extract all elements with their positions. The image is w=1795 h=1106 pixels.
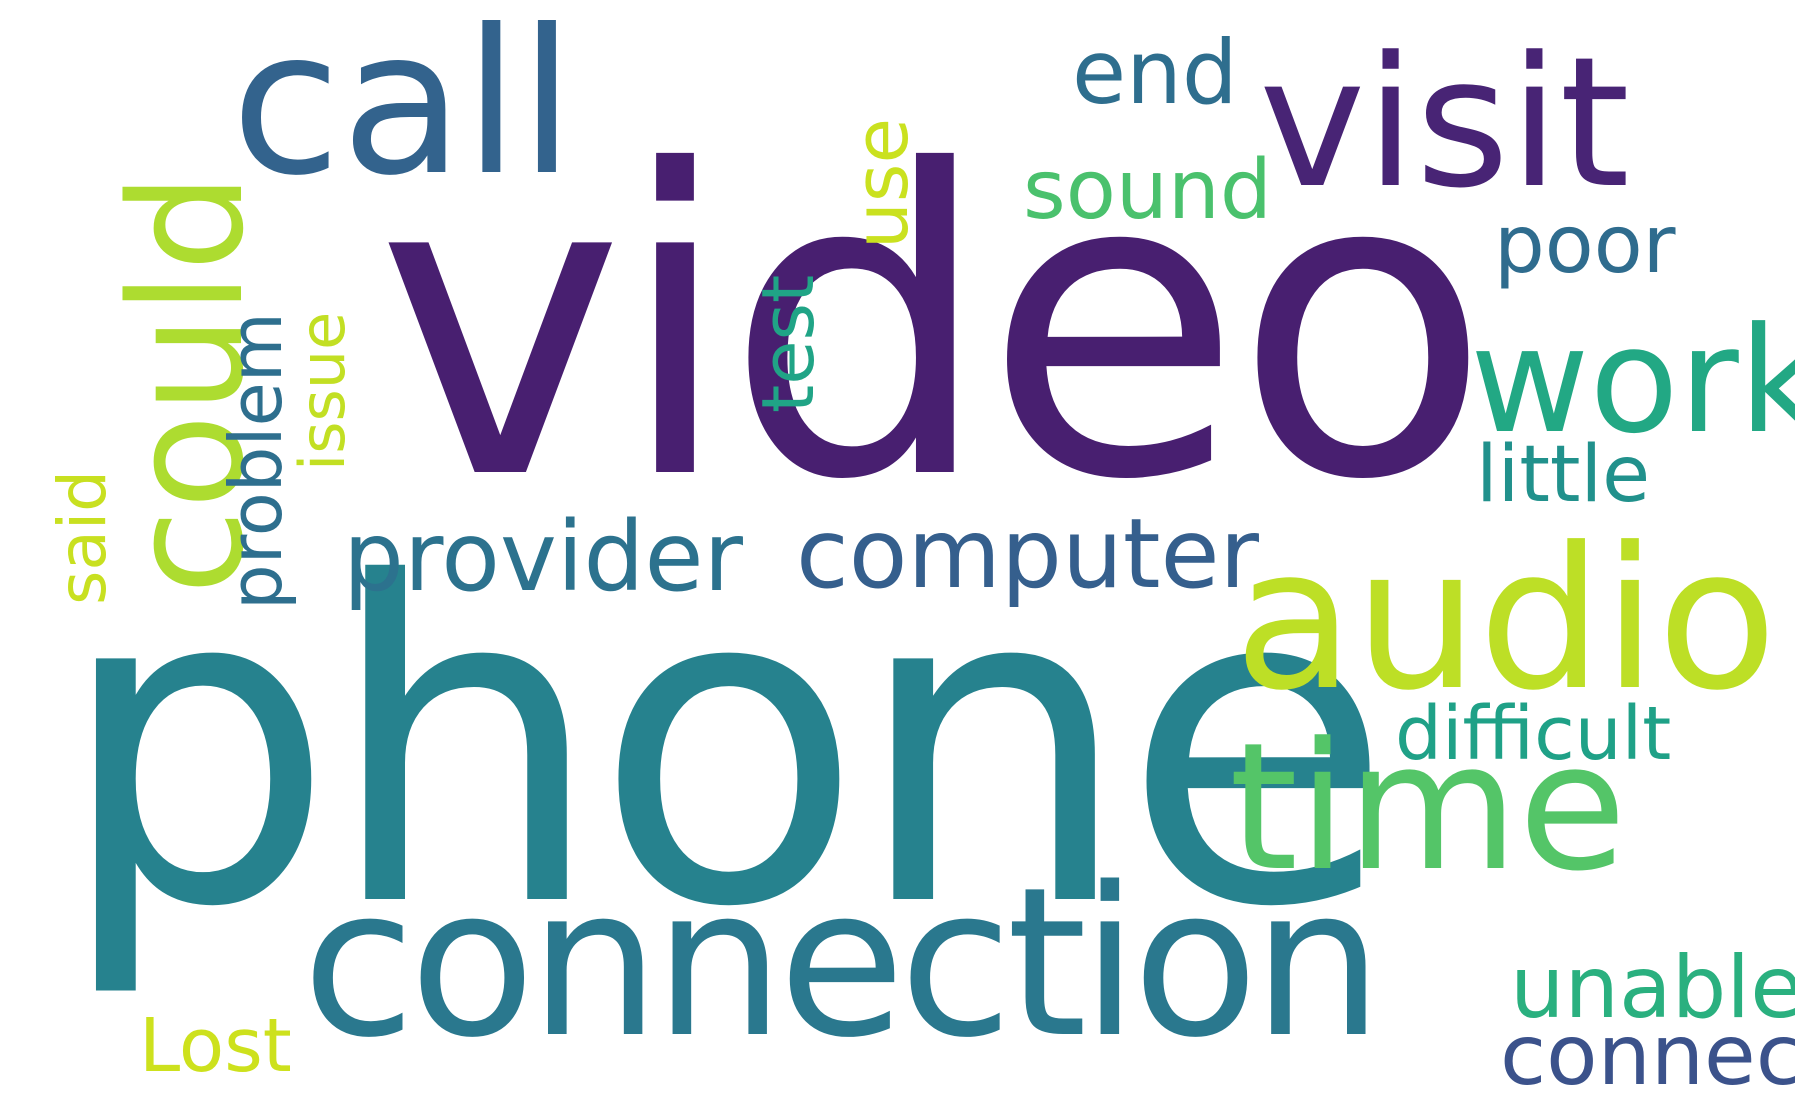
word-end: end [1072,21,1238,124]
word-said: said [44,469,121,605]
word-issue: issue [286,311,359,471]
word-provider: provider [343,501,743,613]
word-visit: visit [1259,19,1630,228]
word-phone: phone [56,491,1393,1003]
word-problem: problem [214,312,298,610]
word-use: use [839,118,925,249]
word-poor: poor [1494,198,1676,291]
word-sound: sound [1023,143,1272,238]
word-call: call [231,0,575,220]
word-connection: connection [302,843,1383,1083]
word-test: test [746,274,830,413]
word-lost: Lost [139,1003,292,1089]
word-video: video [376,83,1491,572]
word-little: little [1476,430,1651,520]
word-difficult: difficult [1395,691,1672,777]
word-audio: audio [1234,506,1778,734]
word-connect: connect [1500,1006,1795,1104]
word-time: time [1229,705,1627,910]
word-computer: computer [796,498,1259,610]
word-work: work [1470,296,1795,466]
word-unable: unable [1510,938,1795,1038]
